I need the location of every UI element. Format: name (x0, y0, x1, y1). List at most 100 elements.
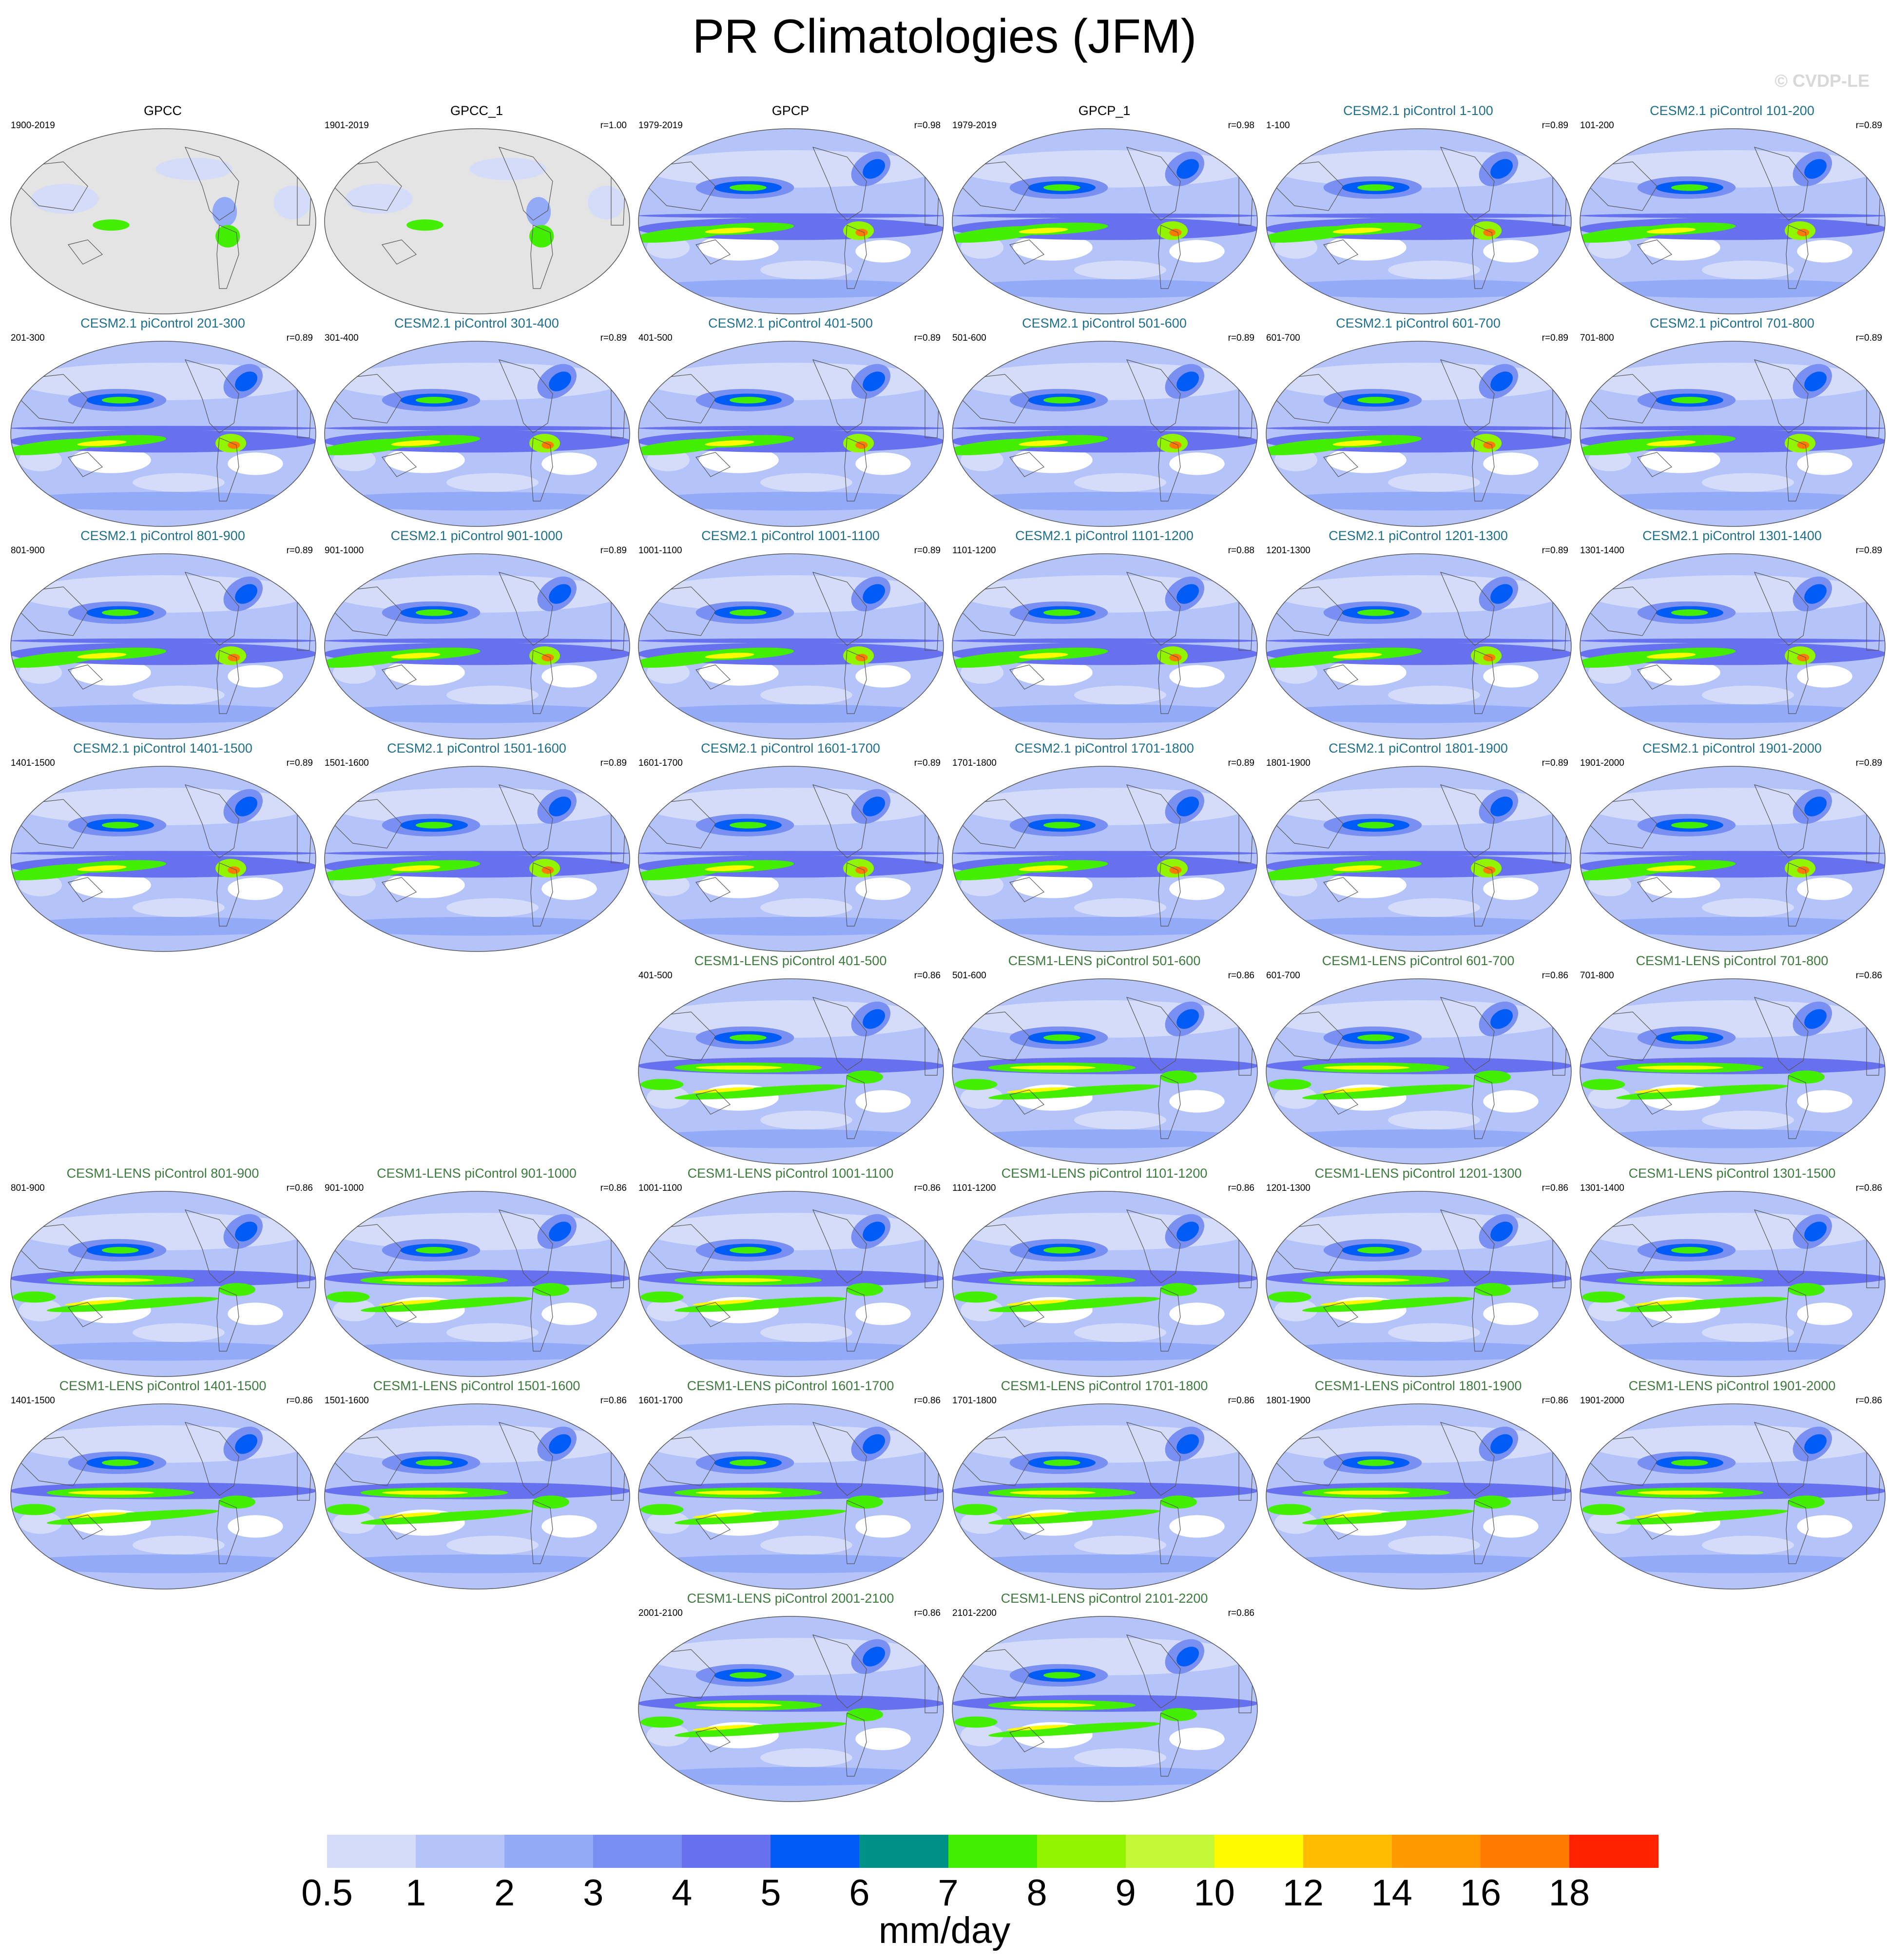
map (324, 341, 630, 527)
panel-years: 1301-1400 (1580, 1183, 1624, 1193)
land-precip (93, 219, 130, 231)
dry-zone (1388, 260, 1480, 280)
storm-track-pacific (416, 609, 453, 616)
map-panel: CESM2.1 piControl 1401-1500 1401-1500 r=0.… (6, 741, 320, 954)
coastline (1323, 452, 1359, 477)
coastline (1158, 1500, 1181, 1564)
storm-track-south (638, 917, 944, 936)
itcz (327, 1504, 370, 1515)
colorbar-tick-label: 0.5 (301, 1872, 353, 1914)
map-border (638, 128, 944, 314)
storm-track-pacific (1043, 822, 1080, 829)
map-container (637, 1615, 944, 1803)
colorbar-box (859, 1835, 948, 1868)
dry-zone (1074, 1748, 1166, 1767)
storm-track-south (325, 1554, 630, 1573)
panel-years: 1901-2019 (325, 120, 369, 131)
panel-title: CESM1-LENS piControl 601-700 (1322, 953, 1515, 968)
storm-track-atlantic (1804, 159, 1827, 179)
map-border (638, 978, 944, 1164)
dry-zone (1272, 363, 1565, 400)
itcz (1268, 1291, 1311, 1303)
storm-track-pacific (1671, 1459, 1708, 1466)
map-container (1265, 765, 1572, 952)
map-border (10, 341, 316, 527)
dry-zone (959, 575, 1251, 613)
spcz (47, 1297, 218, 1312)
map-container (951, 340, 1258, 527)
missing-ocean-area (325, 129, 630, 314)
dry-zone (385, 872, 465, 898)
storm-track-pacific (1043, 397, 1080, 404)
land-precip (31, 184, 99, 214)
storm-track-atlantic (1804, 371, 1827, 391)
dry-zone (17, 1213, 309, 1250)
panel-title: CESM2.1 piControl 1701-1800 (1015, 741, 1194, 756)
coastline (844, 1075, 867, 1139)
colorbar-tick-label: 1 (405, 1872, 426, 1914)
map-border (1266, 553, 1572, 739)
itcz (325, 426, 630, 431)
itcz (705, 653, 754, 659)
itcz (11, 851, 316, 856)
coastline (1637, 1089, 1673, 1115)
dry-zone (760, 898, 852, 917)
map-panel: CESM2.1 piControl 1-100 1-100 r=0.89 (1261, 103, 1575, 316)
panel-title: CESM1-LENS piControl 1201-1300 (1314, 1166, 1522, 1181)
spcz (1302, 1509, 1474, 1525)
spcz (675, 1297, 846, 1312)
map (1266, 553, 1572, 739)
panel-years: 901-1000 (325, 545, 364, 556)
storm-track-atlantic (863, 1222, 885, 1242)
coastline (1786, 650, 1809, 714)
map (10, 341, 316, 527)
map (952, 1191, 1258, 1377)
storm-track-south (638, 279, 944, 298)
panel-years: 401-500 (638, 970, 673, 981)
spcz (988, 1509, 1160, 1525)
spcz (1616, 1509, 1788, 1525)
itcz (846, 1283, 883, 1296)
coastline (1786, 225, 1809, 289)
itcz (1268, 1079, 1311, 1090)
coastline (1440, 1209, 1495, 1283)
map-panel: CESM2.1 piControl 1501-1600 1501-1600 r=0.… (320, 741, 634, 954)
colorbar-box (1569, 1835, 1658, 1868)
colorbar-box (1037, 1835, 1126, 1868)
map (1266, 341, 1572, 527)
dry-zone (855, 1515, 911, 1538)
dry-zone (1169, 1302, 1225, 1325)
itcz (325, 638, 630, 643)
map-panel: CESM1-LENS piControl 1801-1900 1801-1900 r… (1261, 1378, 1575, 1591)
map-panel: CESM1-LENS piControl 1901-2000 1901-2000 r… (1575, 1378, 1889, 1591)
dry-zone (1327, 446, 1407, 473)
panel-correlation: r=0.86 (914, 970, 941, 981)
dry-zone (332, 1511, 376, 1534)
storm-track-atlantic (235, 1434, 257, 1454)
storm-track-atlantic (235, 796, 257, 816)
itcz (695, 1066, 782, 1070)
coastline (695, 1302, 731, 1327)
spcz (1616, 1297, 1788, 1312)
itcz (695, 1703, 782, 1708)
map-panel: CESM2.1 piControl 701-800 701-800 r=0.89 (1575, 316, 1889, 529)
storm-track-south (952, 279, 1257, 298)
map-border (952, 1616, 1258, 1802)
itcz (846, 1708, 883, 1721)
dry-zone (960, 1086, 1004, 1109)
panel-title: CESM2.1 piControl 1001-1100 (701, 528, 880, 543)
storm-track-pacific (1043, 1459, 1080, 1466)
dry-zone (133, 898, 225, 917)
coastline (67, 452, 103, 477)
colorbar-box (1391, 1835, 1481, 1868)
dry-zone (1169, 240, 1225, 263)
dry-zone (1388, 1323, 1480, 1342)
storm-track-south (952, 704, 1257, 723)
spcz (361, 1509, 532, 1525)
itcz (68, 1491, 154, 1495)
map (952, 341, 1258, 527)
map-container (1265, 553, 1572, 740)
panel-years: 801-900 (11, 545, 45, 556)
panel-correlation: r=0.86 (914, 1396, 941, 1406)
dry-zone (71, 659, 151, 686)
